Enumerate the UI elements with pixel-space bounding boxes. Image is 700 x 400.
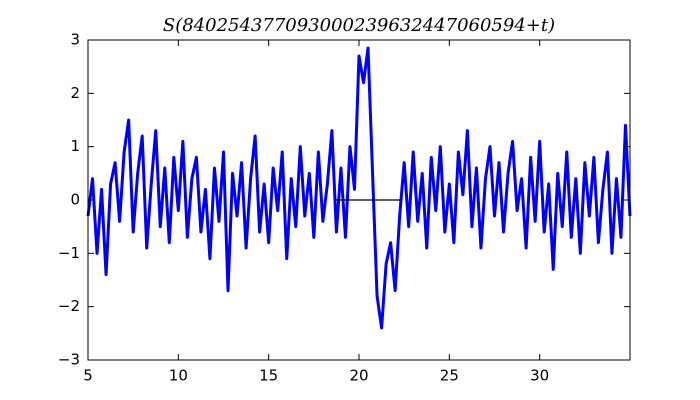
y-tick-label: −2	[58, 297, 80, 315]
y-tick-label: 2	[70, 84, 80, 102]
y-tick-label: 3	[70, 31, 80, 49]
y-tick-label: 1	[70, 137, 80, 155]
x-tick-label: 15	[259, 367, 278, 385]
x-tick-label: 20	[349, 367, 368, 385]
y-tick-label: −1	[58, 244, 80, 262]
x-tick-label: 25	[440, 367, 459, 385]
chart-title: S(840254377093000239632447060594+t)	[163, 15, 555, 36]
x-tick-label: 5	[83, 367, 93, 385]
y-tick-label: 0	[70, 191, 80, 209]
data-line	[86, 46, 632, 330]
plot-frame	[87, 39, 631, 361]
x-tick-label: 10	[169, 367, 188, 385]
y-tick-label: −3	[58, 351, 80, 369]
x-tick-label: 30	[530, 367, 549, 385]
